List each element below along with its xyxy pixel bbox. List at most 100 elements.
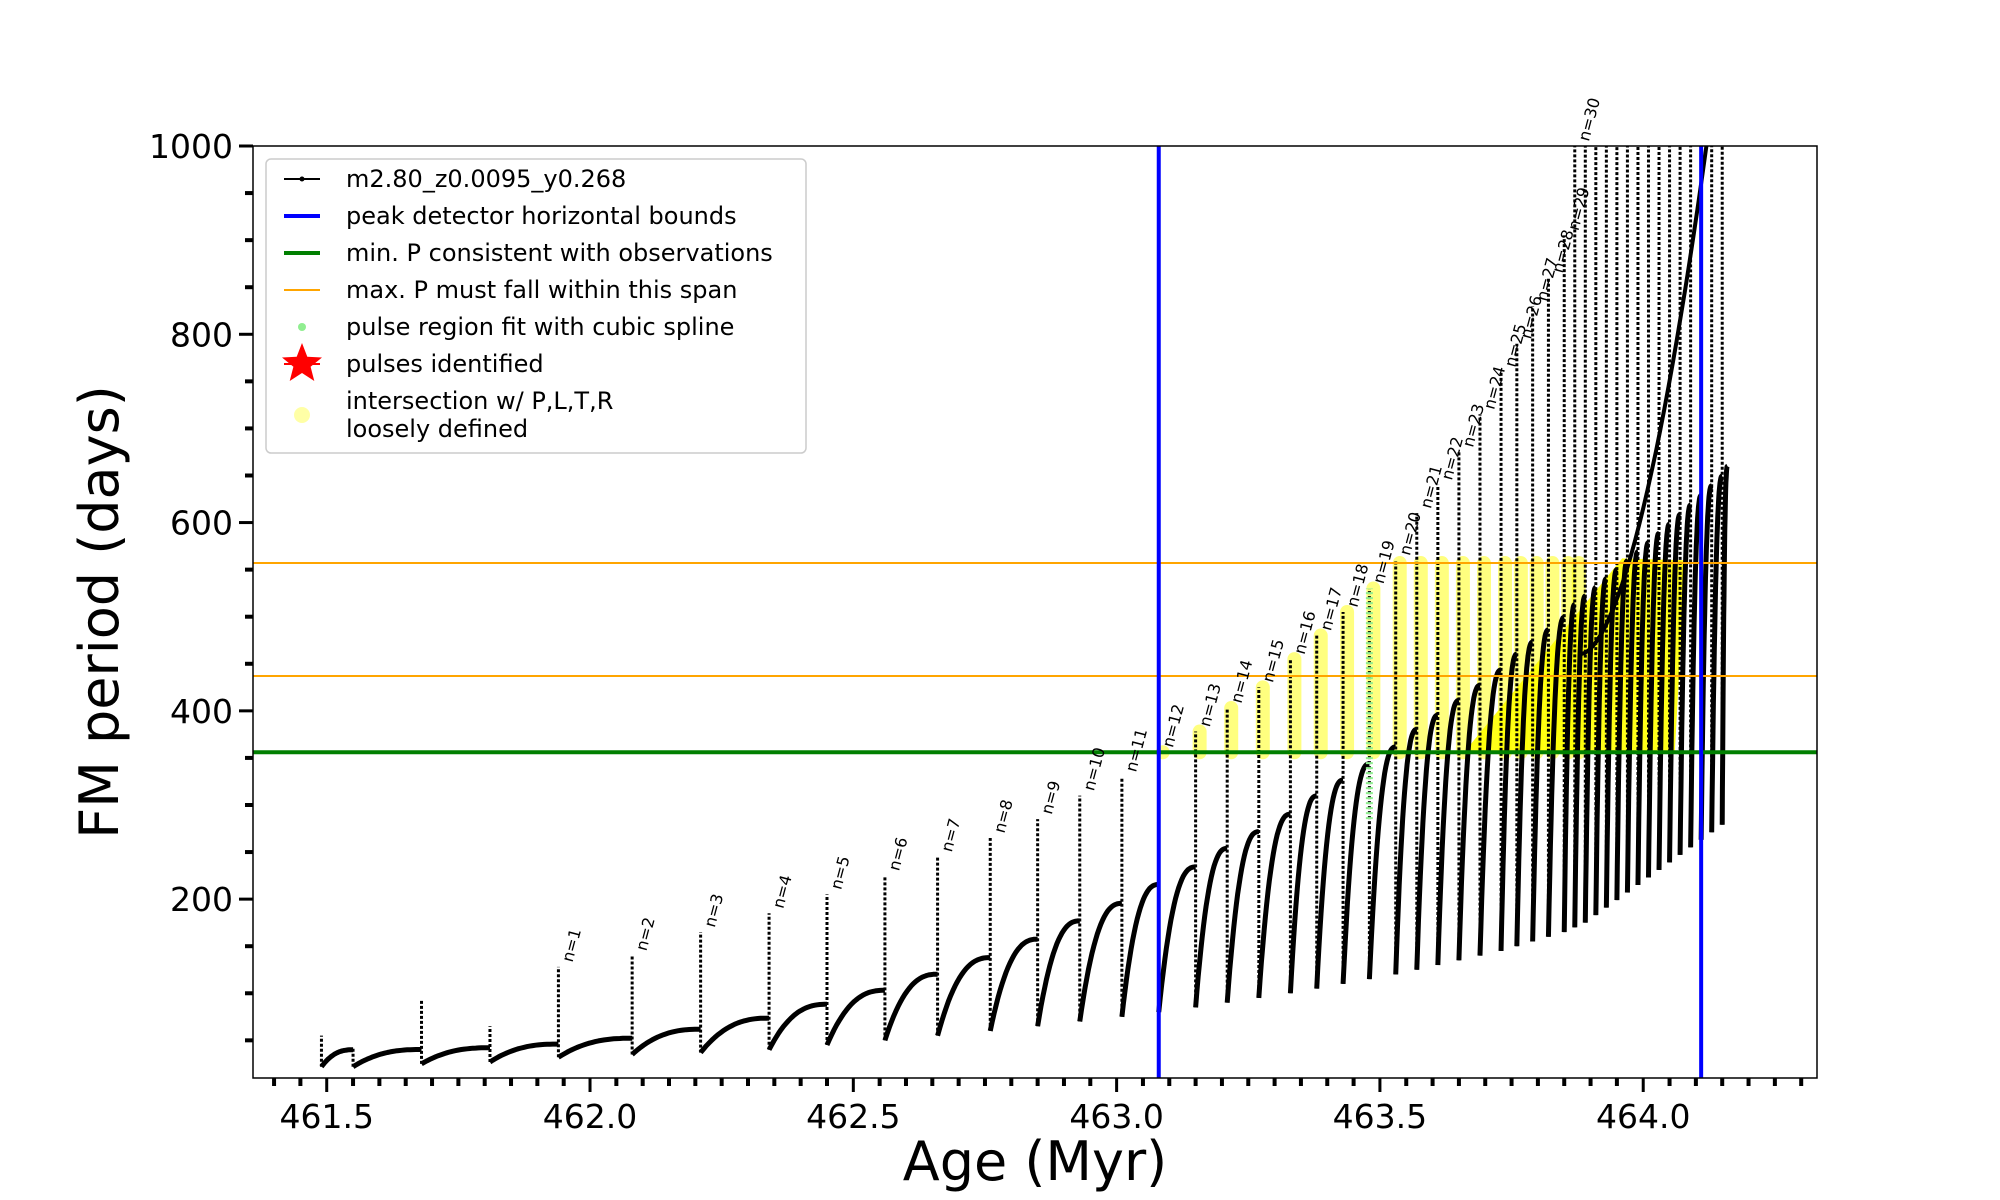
- track-segment: [351, 1047, 422, 1069]
- track-segment: [1514, 639, 1535, 947]
- track-segment: [1414, 712, 1440, 970]
- pulse-label: n=12: [1158, 702, 1188, 749]
- star-icon: [282, 343, 322, 381]
- x-tick-label: 463.0: [1069, 1097, 1163, 1136]
- track-segment: [1498, 651, 1519, 951]
- track-segment: [557, 1035, 633, 1060]
- track-segment: [1656, 521, 1672, 870]
- x-axis-label: Age (Myr): [903, 1130, 1168, 1193]
- y-axis: 200 400 600 800 1000: [149, 127, 253, 1043]
- pulse-label: n=11: [1121, 726, 1151, 773]
- track-segment: [1156, 864, 1197, 1013]
- track-segment: [1035, 918, 1081, 1027]
- x-tick-label: 462.0: [543, 1097, 637, 1136]
- legend-swatch-dot: [298, 323, 306, 331]
- track-segment: [630, 1026, 701, 1057]
- track-segment: [1287, 793, 1319, 994]
- track-segment: [1614, 558, 1630, 901]
- track-segment: [1366, 744, 1398, 980]
- track-segment: [1709, 473, 1725, 833]
- track-envelope: [1579, 146, 1709, 657]
- track-segment: [1456, 682, 1482, 961]
- pulse-label: n=4: [769, 873, 796, 911]
- x-tick-label: 464.0: [1596, 1097, 1690, 1136]
- y-tick-label: 1000: [149, 127, 233, 166]
- reference-lines: [253, 146, 1817, 1078]
- track-segment: [1530, 627, 1551, 942]
- track-segment: [488, 1041, 559, 1065]
- pulse-label: n=3: [700, 892, 727, 930]
- legend-label: m2.80_z0.0095_y0.268: [346, 165, 626, 193]
- pulse-label: n=28: [1548, 228, 1578, 275]
- track-segment: [1193, 845, 1229, 1008]
- pulse-label: n=5: [827, 854, 854, 892]
- track-segment: [824, 987, 885, 1047]
- track-segment: [1603, 567, 1619, 908]
- pulse-label: n=13: [1195, 681, 1225, 728]
- track-segment: [1667, 512, 1683, 863]
- track-segment: [882, 971, 938, 1042]
- legend-label: peak detector horizontal bounds: [346, 202, 737, 230]
- x-tick-label: 461.5: [279, 1097, 373, 1136]
- track-segment: [766, 1001, 828, 1051]
- pulse-label: n=1: [558, 926, 585, 964]
- legend-label: min. P consistent with observations: [346, 239, 773, 267]
- pulse-label: n=9: [1037, 779, 1064, 817]
- legend-label: intersection w/ P,L,T,R: [346, 387, 613, 415]
- y-tick-label: 200: [170, 880, 233, 919]
- track-segment: [1256, 811, 1292, 999]
- legend-item: pulse region fit with cubic spline: [298, 313, 734, 341]
- track-segment: [1314, 777, 1345, 989]
- y-axis-label: FM period (days): [68, 385, 131, 839]
- track-segment: [1561, 602, 1577, 933]
- track-segment: [319, 1047, 355, 1069]
- legend-label: loosely defined: [346, 415, 528, 443]
- x-tick-label: 462.5: [806, 1097, 900, 1136]
- pulse-label: n=23: [1458, 402, 1488, 449]
- track-segment: [1635, 540, 1651, 886]
- track-segment: [698, 1015, 770, 1055]
- pulse-label: n=7: [937, 816, 964, 854]
- pulse-label: n=20: [1395, 510, 1425, 557]
- legend-swatch-dot: [294, 407, 310, 423]
- pulse-label: n=14: [1227, 658, 1257, 705]
- pulse-label: n=29: [1564, 185, 1594, 232]
- y-tick-label: 800: [170, 315, 233, 354]
- track-segment: [987, 936, 1039, 1032]
- pulse-label: n=24: [1480, 364, 1510, 411]
- track-segment: [1077, 900, 1123, 1022]
- legend-item: max. P must fall within this span: [284, 276, 737, 304]
- x-tick-label: 463.5: [1333, 1097, 1427, 1136]
- pulse-label: n=15: [1258, 637, 1288, 684]
- pulse-label: n=30: [1574, 96, 1604, 143]
- track-segment: [1393, 726, 1419, 975]
- legend-label: pulse region fit with cubic spline: [346, 313, 734, 341]
- y-tick-label: 600: [170, 504, 233, 543]
- pulse-label: n=6: [884, 835, 911, 873]
- track-segment: [935, 955, 991, 1037]
- legend-item: m2.80_z0.0095_y0.268: [284, 165, 626, 193]
- track-segment: [1593, 576, 1609, 916]
- x-axis: 461.5 462.0 462.5 463.0 463.5 464.0: [272, 1078, 1804, 1136]
- legend-marker: [299, 176, 305, 182]
- track-segment: [1719, 463, 1730, 825]
- track-segment: [420, 1045, 490, 1067]
- track-segment: [1477, 667, 1503, 956]
- track-segment: [1119, 882, 1160, 1018]
- track-segment: [1545, 614, 1567, 937]
- track-segment: [1677, 502, 1693, 855]
- y-tick-label: 400: [170, 692, 233, 731]
- pulse-label: n=8: [990, 797, 1017, 835]
- legend-frame: [265, 158, 807, 454]
- plot-frame: [252, 145, 1818, 1079]
- legend-label: pulses identified: [346, 350, 544, 378]
- pulse-label: n=2: [632, 915, 659, 953]
- track-segment: [1340, 761, 1371, 984]
- track-segment: [1624, 549, 1640, 893]
- legend-item: peak detector horizontal bounds: [284, 202, 737, 230]
- track-segment: [1572, 593, 1588, 928]
- legend-label: max. P must fall within this span: [346, 276, 737, 304]
- legend-item: min. P consistent with observations: [284, 239, 773, 267]
